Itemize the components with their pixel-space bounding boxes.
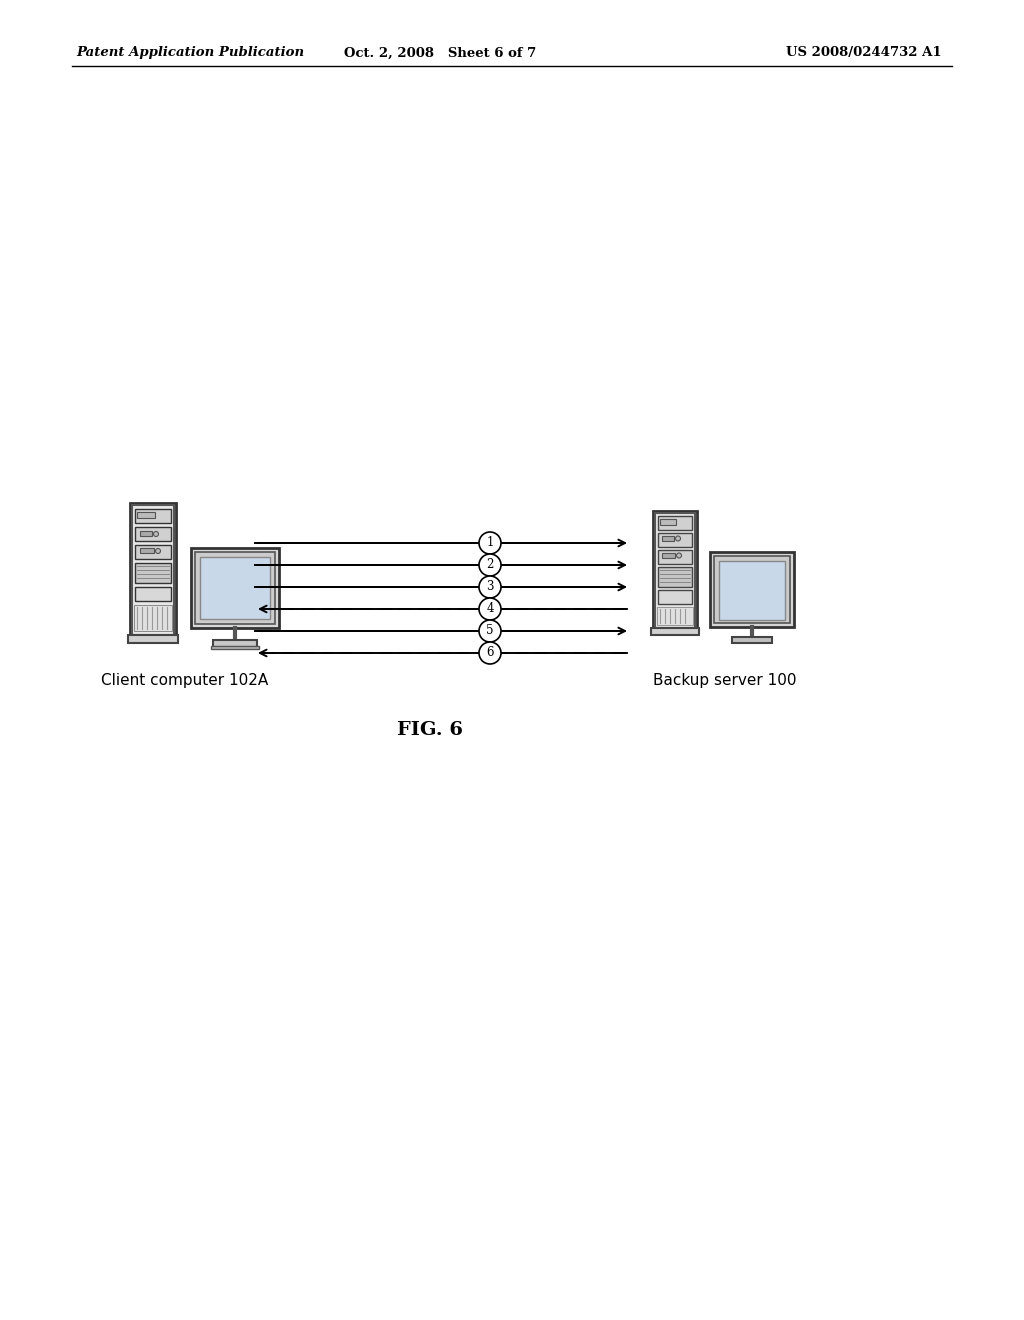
Bar (130, 503, 176, 638)
Text: FIG. 6: FIG. 6 (397, 721, 463, 739)
Bar (135, 545, 171, 558)
Text: Backup server 100: Backup server 100 (653, 672, 797, 688)
Bar (657, 606, 693, 624)
Bar (662, 553, 675, 557)
Text: 2: 2 (486, 558, 494, 572)
Text: 5: 5 (486, 624, 494, 638)
Circle shape (479, 620, 501, 642)
Bar (135, 510, 171, 523)
Circle shape (676, 536, 681, 541)
Text: US 2008/0244732 A1: US 2008/0244732 A1 (786, 46, 942, 59)
Text: Oct. 2, 2008   Sheet 6 of 7: Oct. 2, 2008 Sheet 6 of 7 (344, 46, 537, 59)
Circle shape (154, 532, 159, 536)
Bar (135, 564, 171, 583)
Bar (655, 512, 695, 627)
Bar (658, 566, 692, 586)
Bar (660, 519, 676, 524)
Bar (200, 557, 270, 619)
Circle shape (479, 598, 501, 620)
Bar (140, 531, 152, 536)
Bar (213, 640, 257, 647)
Bar (710, 552, 794, 627)
Bar (211, 645, 259, 649)
Bar (140, 548, 154, 553)
Bar (191, 548, 279, 628)
Circle shape (479, 532, 501, 554)
Bar (132, 506, 174, 635)
Bar (128, 635, 178, 643)
Bar (658, 516, 692, 529)
Circle shape (479, 642, 501, 664)
Text: 6: 6 (486, 647, 494, 660)
Bar (135, 527, 171, 541)
Bar (651, 627, 699, 635)
Bar (653, 511, 697, 630)
Bar (658, 590, 692, 603)
Bar (134, 605, 172, 631)
Text: 4: 4 (486, 602, 494, 615)
Bar (658, 532, 692, 546)
Text: 3: 3 (486, 581, 494, 594)
Circle shape (156, 549, 161, 553)
Text: Client computer 102A: Client computer 102A (101, 672, 268, 688)
Circle shape (479, 576, 501, 598)
Bar (662, 536, 674, 540)
Text: 1: 1 (486, 536, 494, 549)
Circle shape (479, 554, 501, 576)
Bar (195, 552, 275, 624)
Bar (732, 638, 772, 643)
Bar (135, 587, 171, 601)
Circle shape (677, 553, 682, 558)
Bar (714, 556, 790, 623)
Bar (137, 512, 155, 517)
Bar (658, 549, 692, 564)
Bar (719, 561, 785, 620)
Text: Patent Application Publication: Patent Application Publication (77, 46, 305, 59)
